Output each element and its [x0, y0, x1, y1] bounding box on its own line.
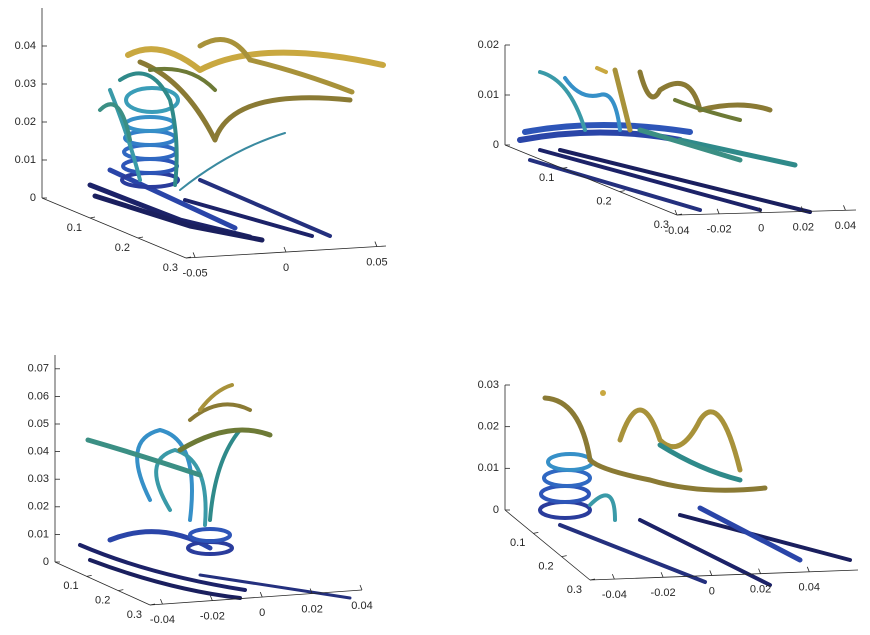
- z-tick-label: 0.02: [478, 39, 499, 51]
- y-tick-label: 0.3: [127, 609, 142, 621]
- x-tick-label: -0.02: [200, 610, 225, 622]
- x-tick: [192, 252, 196, 258]
- x-tick-label: -0.05: [183, 267, 208, 279]
- y-tick: [589, 578, 596, 581]
- y-axis: [41, 197, 187, 259]
- y-axis: [504, 144, 678, 216]
- x-tick: [259, 591, 263, 598]
- x-tick: [716, 208, 720, 214]
- x-axis: [149, 589, 363, 606]
- streamtubes: [78, 37, 852, 600]
- z-tick-label: 0.03: [478, 379, 499, 391]
- x-tick-label: 0.04: [835, 220, 856, 232]
- y-tick: [89, 216, 96, 219]
- y-tick: [533, 531, 539, 534]
- y-tick-label: 0.3: [163, 262, 178, 274]
- y-axis: [504, 509, 591, 581]
- x-tick-label: 0: [283, 262, 289, 274]
- z-tick-label: 0: [43, 556, 49, 568]
- x-tick: [160, 598, 163, 605]
- y-tick: [137, 236, 144, 239]
- y-tick-label: 0.3: [654, 219, 669, 231]
- x-tick-label: 0.05: [366, 256, 387, 268]
- y-tick-label: 0.3: [567, 584, 582, 596]
- x-tick-label: 0.02: [750, 584, 771, 596]
- z-tick-label: 0: [493, 139, 499, 151]
- z-tick-label: 0.06: [28, 390, 49, 402]
- y-tick: [561, 555, 567, 558]
- x-tick: [800, 206, 804, 212]
- x-tick-label: -0.04: [602, 589, 627, 601]
- x-tick: [359, 584, 363, 591]
- x-tick-label: 0.02: [793, 221, 814, 233]
- x-tick: [309, 588, 313, 594]
- y-tick: [676, 213, 683, 216]
- y-tick-label: 0.1: [67, 222, 82, 234]
- y-tick-label: 0.1: [539, 172, 554, 184]
- x-tick: [374, 241, 378, 247]
- x-tick-label: -0.04: [150, 614, 175, 626]
- z-tick-label: 0.01: [478, 462, 499, 474]
- x-tick-label: -0.02: [707, 224, 732, 236]
- y-tick-label: 0.2: [95, 595, 110, 607]
- z-tick-label: 0: [30, 192, 36, 204]
- y-tick: [619, 190, 625, 193]
- x-tick-label: 0.02: [301, 603, 322, 615]
- z-tick-label: 0.04: [15, 40, 36, 52]
- x-axis: [676, 209, 857, 216]
- x-tick-label: 0.04: [799, 582, 820, 594]
- x-tick-label: 0: [758, 223, 764, 235]
- y-tick-label: 0.1: [510, 537, 525, 549]
- y-tick-label: 0.2: [115, 242, 130, 254]
- z-tick-label: 0: [493, 504, 499, 516]
- z-tick-label: 0.03: [28, 473, 49, 485]
- x-tick: [709, 570, 713, 576]
- z-tick-label: 0.04: [28, 446, 49, 458]
- z-tick-label: 0.07: [28, 363, 49, 375]
- y-tick-label: 0.1: [63, 580, 78, 592]
- x-tick: [611, 573, 615, 580]
- x-tick-label: 0: [259, 607, 265, 619]
- x-tick: [758, 207, 762, 213]
- z-tick-label: 0.02: [478, 421, 499, 433]
- x-tick-label: 0.04: [351, 600, 372, 612]
- x-tick: [758, 568, 761, 574]
- y-tick-label: 0.2: [538, 561, 553, 573]
- y-axis: [54, 561, 151, 606]
- y-tick-label: 0.2: [596, 196, 611, 208]
- z-tick-label: 0.03: [15, 78, 36, 90]
- x-tick-label: -0.02: [651, 587, 676, 599]
- x-tick: [843, 205, 846, 211]
- y-tick: [562, 166, 568, 169]
- x-tick: [660, 572, 664, 578]
- y-tick: [149, 603, 156, 606]
- y-tick: [86, 574, 92, 577]
- tube-cap: [600, 390, 606, 396]
- x-tick-label: 0: [709, 585, 715, 597]
- x-tick: [806, 566, 810, 572]
- z-tick-label: 0.02: [28, 501, 49, 513]
- y-tick: [118, 589, 124, 592]
- z-tick-label: 0.02: [15, 116, 36, 128]
- x-tick: [283, 246, 287, 253]
- x-tick: [674, 209, 678, 216]
- x-axis: [589, 569, 859, 581]
- z-tick-label: 0.01: [28, 528, 49, 540]
- x-tick-label: -0.04: [664, 225, 689, 237]
- x-tick: [209, 595, 213, 601]
- z-tick-label: 0.05: [28, 418, 49, 430]
- y-tick: [185, 256, 192, 259]
- z-tick-label: 0.01: [15, 154, 36, 166]
- z-tick-label: 0.01: [478, 89, 499, 101]
